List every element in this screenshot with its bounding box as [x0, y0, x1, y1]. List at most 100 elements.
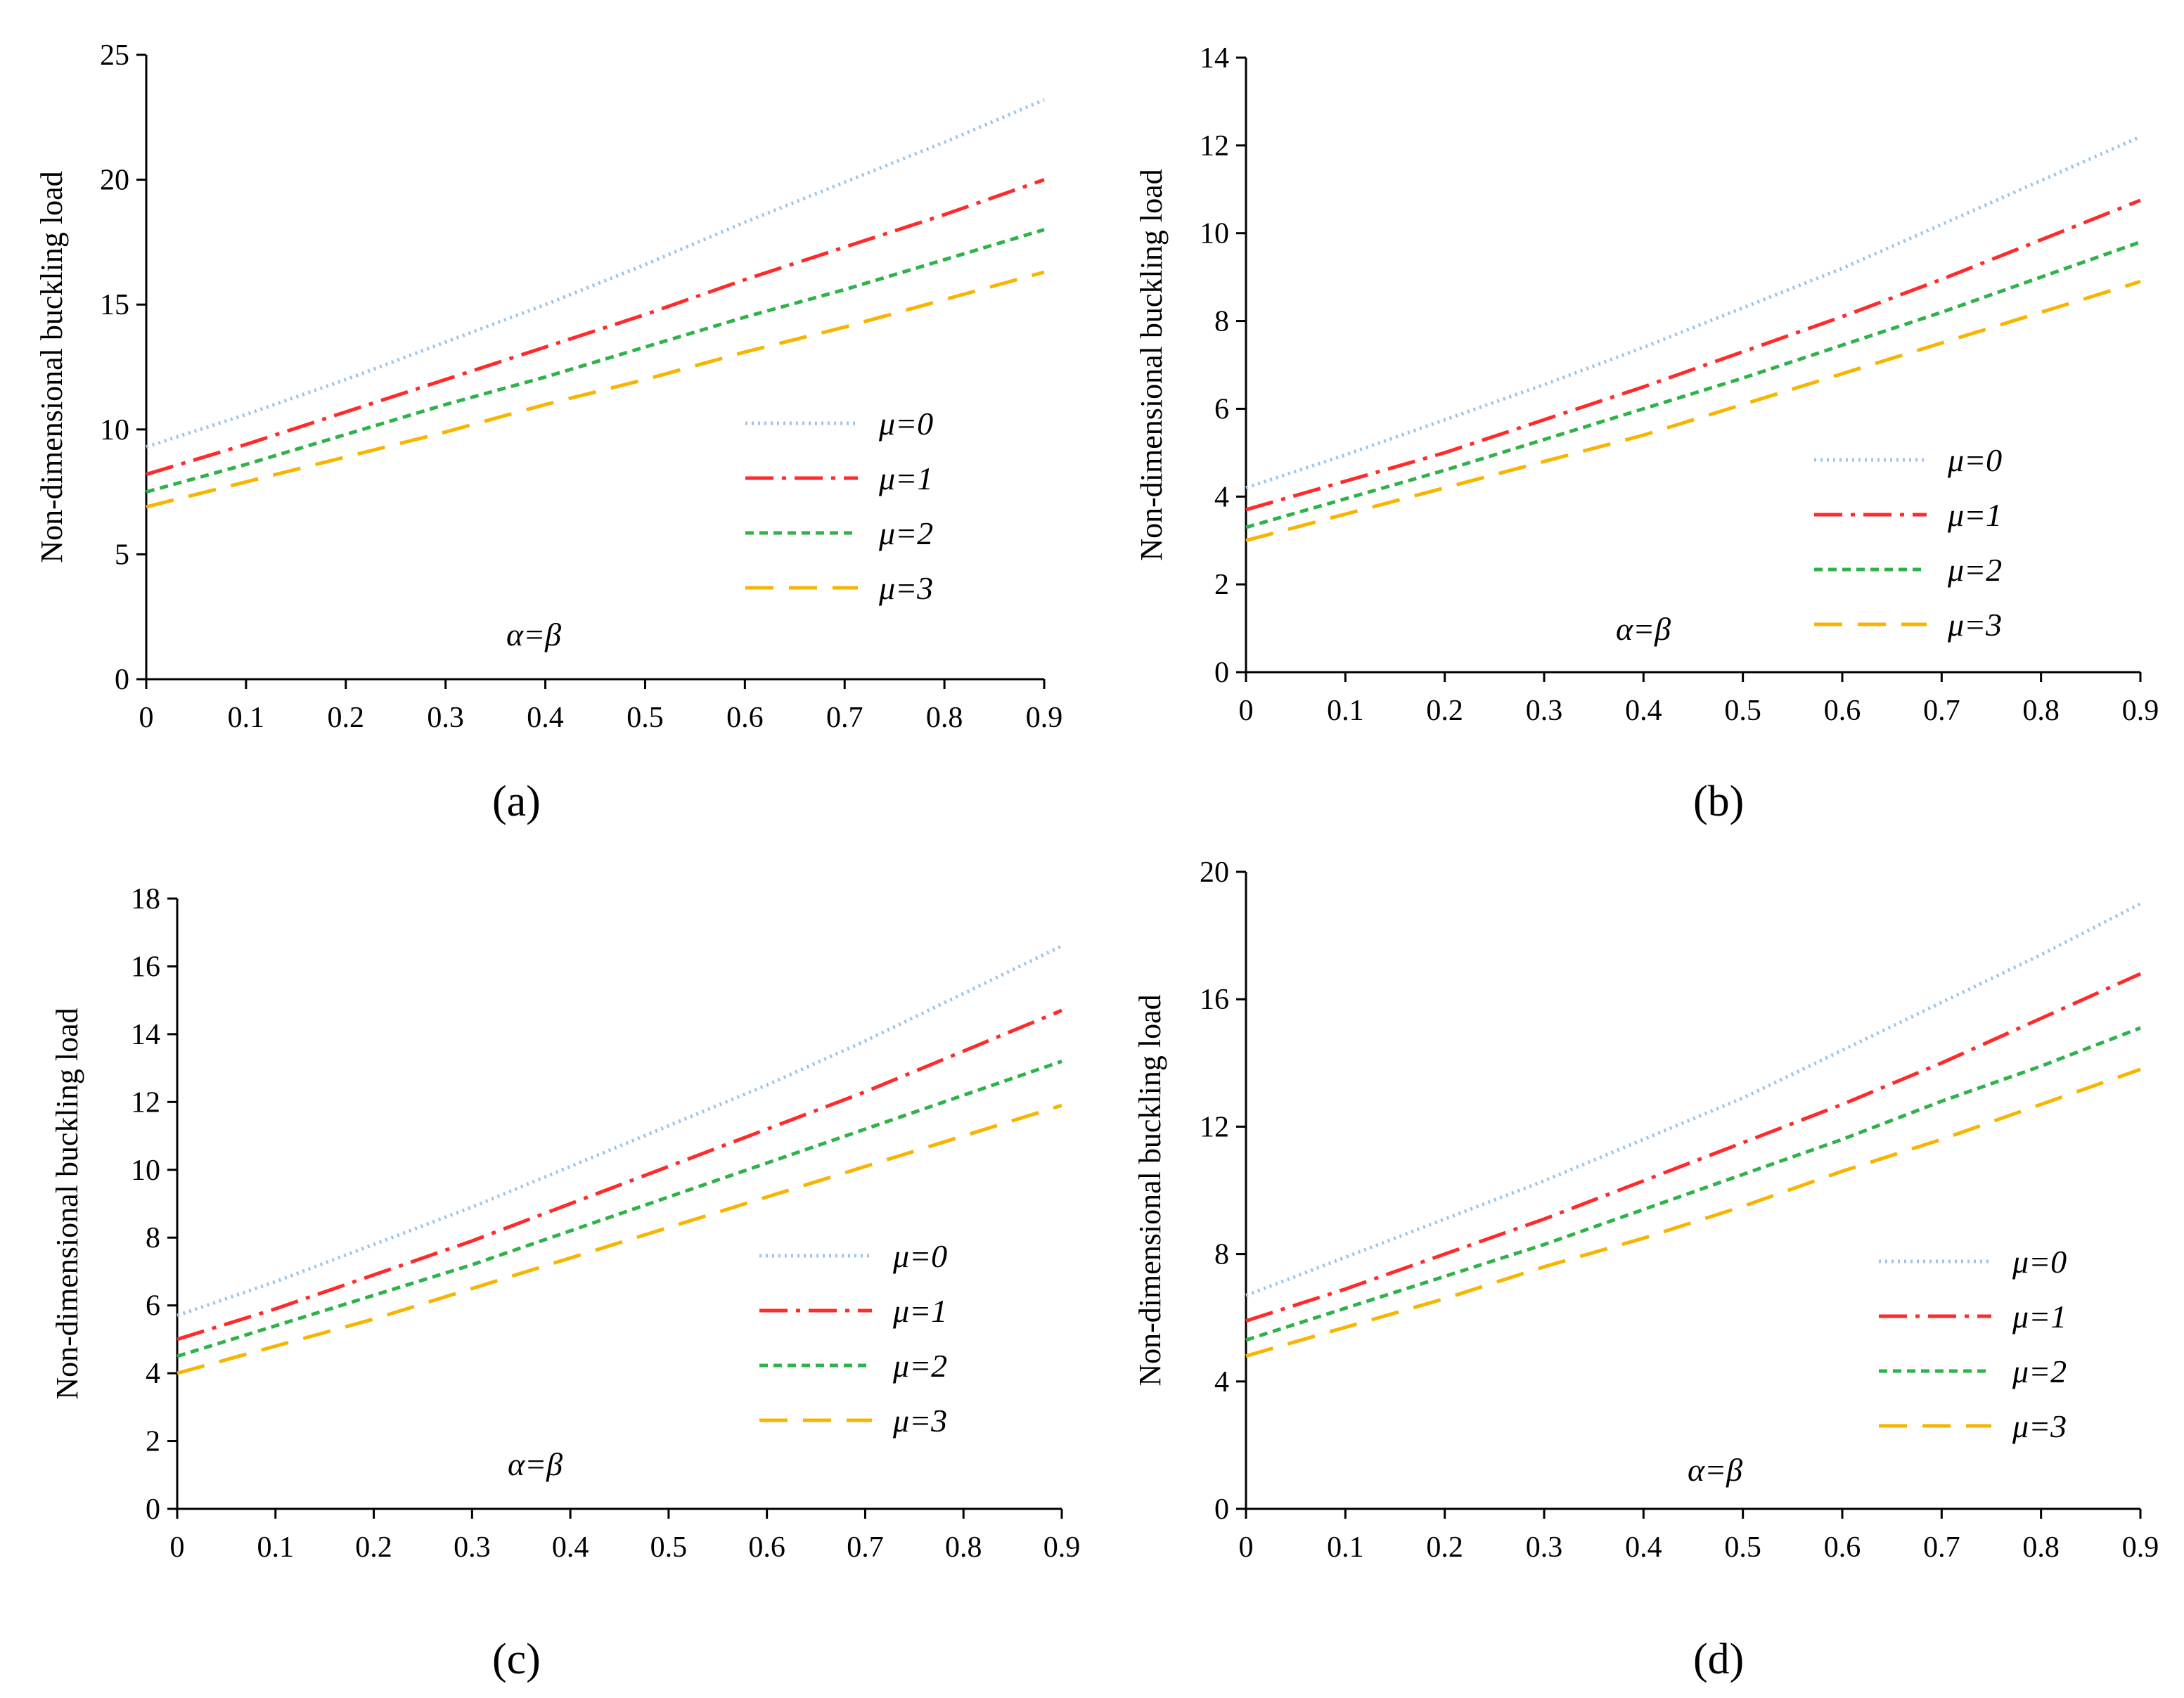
- series-line-mu1: [176, 1008, 1062, 1342]
- y-tick-label: 6: [146, 1290, 160, 1323]
- x-tick-label: 0.9: [2122, 695, 2159, 727]
- y-axis-label: Non-dimensional buckling load: [1133, 994, 1167, 1386]
- y-tick-label: 18: [131, 883, 160, 915]
- x-tick-label: 0.5: [627, 702, 664, 734]
- series-line-mu0: [1245, 135, 2142, 490]
- y-tick-label: 2: [146, 1426, 160, 1458]
- y-tick-label: 25: [100, 39, 129, 72]
- annotation-alpha-beta: α=β: [508, 1446, 563, 1482]
- legend-label: μ=1: [2012, 1299, 2067, 1334]
- y-tick-label: 16: [1200, 984, 1229, 1016]
- x-tick-label: 0: [170, 1531, 185, 1564]
- legend-label: μ=3: [878, 570, 933, 606]
- legend-label: μ=0: [878, 406, 933, 442]
- legend-label: μ=2: [2012, 1353, 2067, 1389]
- x-tick-label: 0.4: [552, 1531, 589, 1564]
- x-tick-label: 0.3: [454, 1531, 491, 1564]
- annotation-alpha-beta: α=β: [1616, 611, 1671, 647]
- x-tick-label: 0: [1239, 1531, 1254, 1564]
- x-tick-label: 0.9: [2122, 1531, 2159, 1564]
- legend-label: μ=3: [1947, 607, 2002, 643]
- x-tick-label: 0: [139, 702, 154, 734]
- series-line-mu1: [146, 178, 1045, 477]
- series-line-mu2: [1245, 240, 2141, 529]
- panel-a: 0 5 10 15 20 25 0 0.1 0.2 0.3 0.4 0.5 0.6 0.7 0.8 0.9 No…: [34, 39, 1062, 825]
- x-tick-label: 0.2: [355, 1531, 392, 1564]
- x-tick-label: 0.7: [1923, 1531, 1960, 1564]
- series-line-mu0: [1245, 902, 2142, 1297]
- x-tick-label: 0.8: [2022, 1531, 2060, 1564]
- x-tick-label: 0.5: [1724, 695, 1761, 727]
- x-tick-label: 0.2: [1426, 695, 1463, 727]
- y-tick-label: 8: [1214, 306, 1229, 338]
- x-tick-label: 0.1: [257, 1531, 295, 1564]
- legend-label: μ=0: [2012, 1244, 2067, 1280]
- x-tick-label: 0.4: [527, 702, 564, 734]
- y-tick-label: 4: [1214, 481, 1229, 513]
- x-tick-label: 0.6: [726, 702, 764, 734]
- x-tick-label: 0.8: [2022, 695, 2060, 727]
- series-line-mu3: [146, 270, 1045, 509]
- y-tick-label: 16: [131, 951, 160, 983]
- y-tick-label: 2: [1214, 569, 1229, 601]
- y-axis-label: Non-dimensional buckling load: [34, 171, 69, 562]
- panel-caption: (d): [1693, 1635, 1744, 1683]
- y-tick-label: 4: [146, 1358, 160, 1390]
- x-tick-label: 0.7: [847, 1531, 884, 1564]
- x-tick-label: 0.1: [1327, 695, 1364, 727]
- annotation-alpha-beta: α=β: [1688, 1452, 1742, 1488]
- x-tick-label: 0.8: [945, 1531, 982, 1564]
- series-line-mu2: [1245, 1026, 2141, 1342]
- x-tick-label: 0.7: [826, 702, 863, 734]
- series-line-mu3: [176, 1103, 1062, 1375]
- x-tick-label: 0.1: [1327, 1531, 1364, 1564]
- x-tick-label: 0.7: [1923, 695, 1960, 727]
- panel-caption: (b): [1693, 778, 1744, 825]
- panel-caption: (c): [492, 1635, 541, 1683]
- x-tick-label: 0.5: [1724, 1531, 1761, 1564]
- series-line-mu0: [146, 98, 1045, 449]
- x-tick-label: 0.1: [228, 702, 265, 734]
- x-tick-label: 0.4: [1625, 1531, 1662, 1564]
- y-tick-label: 14: [131, 1019, 160, 1051]
- series-line-mu1: [1245, 198, 2141, 512]
- y-tick-label: 0: [115, 664, 129, 696]
- x-tick-label: 0.2: [328, 702, 365, 734]
- y-tick-label: 0: [146, 1493, 160, 1526]
- y-tick-label: 12: [131, 1086, 160, 1119]
- legend-label: μ=2: [878, 515, 933, 551]
- y-tick-label: 8: [1214, 1239, 1229, 1271]
- legend-label: μ=3: [892, 1403, 947, 1439]
- x-tick-label: 0.3: [1526, 1531, 1563, 1564]
- x-tick-label: 0.4: [1625, 695, 1662, 727]
- x-tick-label: 0.9: [1043, 1531, 1081, 1564]
- legend-label: μ=0: [1947, 442, 2002, 478]
- y-axis-label: Non-dimensional buckling load: [1134, 169, 1169, 560]
- y-tick-label: 20: [1200, 856, 1229, 889]
- y-tick-label: 12: [1200, 130, 1229, 162]
- y-tick-label: 14: [1200, 42, 1229, 75]
- legend-label: μ=0: [892, 1238, 947, 1274]
- y-tick-label: 8: [146, 1222, 160, 1254]
- panel-b: 0 2 4 6 8 10 12 14 0 0.1 0.2 0.3 0.4 0.5 0.6 0.7 0.8 0.9 N…: [1134, 42, 2159, 825]
- series-line-mu2: [176, 1060, 1062, 1358]
- x-tick-label: 0.6: [748, 1531, 785, 1564]
- legend-label: μ=2: [892, 1348, 947, 1384]
- series-line-mu1: [1245, 972, 2142, 1323]
- y-tick-label: 0: [1214, 657, 1229, 689]
- y-tick-label: 12: [1200, 1111, 1229, 1143]
- legend-label: μ=3: [2012, 1408, 2067, 1444]
- y-axis-label: Non-dimensional buckling load: [50, 1008, 84, 1399]
- x-tick-label: 0.2: [1426, 1531, 1463, 1564]
- annotation-alpha-beta: α=β: [506, 617, 561, 652]
- series-line-mu3: [1245, 280, 2141, 543]
- panel-caption: (a): [492, 778, 541, 825]
- x-tick-label: 0.9: [1026, 702, 1063, 734]
- x-tick-label: 0.6: [1824, 695, 1861, 727]
- legend-label: μ=1: [1947, 497, 2002, 533]
- legend-label: μ=1: [892, 1293, 947, 1329]
- x-tick-label: 0.6: [1824, 1531, 1861, 1564]
- x-tick-label: 0.3: [427, 702, 464, 734]
- x-tick-label: 0.5: [650, 1531, 688, 1564]
